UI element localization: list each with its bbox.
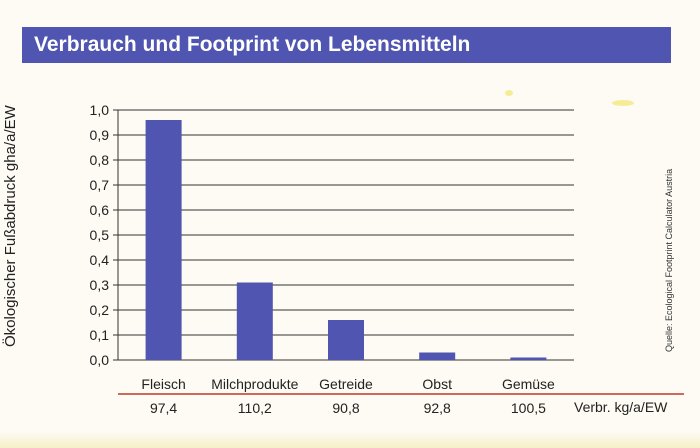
consumption-value: 100,5 xyxy=(511,400,546,416)
y-tick-label: 0,5 xyxy=(90,227,110,243)
consumption-unit-label: Verbr. kg/a/EW xyxy=(574,399,668,415)
y-tick-label: 1,0 xyxy=(90,102,110,118)
y-tick-label: 0,3 xyxy=(90,277,110,293)
category-label: Gemüse xyxy=(502,376,555,392)
y-tick-label: 0,0 xyxy=(90,352,110,368)
bar xyxy=(510,357,547,360)
y-tick-label: 0,6 xyxy=(90,202,110,218)
bar xyxy=(145,120,182,360)
y-tick-label: 0,7 xyxy=(90,177,110,193)
bar xyxy=(328,320,364,360)
consumption-value: 92,8 xyxy=(424,400,451,416)
consumption-value: 90,8 xyxy=(332,400,359,416)
consumption-value: 97,4 xyxy=(150,400,177,416)
category-label: Obst xyxy=(422,376,452,392)
y-tick-label: 0,2 xyxy=(90,302,110,318)
y-tick-label: 0,8 xyxy=(90,152,110,168)
category-label: Milchprodukte xyxy=(211,376,298,392)
bar xyxy=(236,282,273,360)
y-tick-label: 0,1 xyxy=(90,327,110,343)
paper-speck xyxy=(505,90,513,96)
bar xyxy=(419,352,456,360)
chart-title: Verbrauch und Footprint von Lebensmittel… xyxy=(22,27,671,63)
y-tick-label: 0,9 xyxy=(90,127,110,143)
category-label: Fleisch xyxy=(141,376,185,392)
paper-speck xyxy=(612,100,634,106)
category-label: Getreide xyxy=(319,376,373,392)
bottom-band xyxy=(0,432,700,448)
y-tick-label: 0,4 xyxy=(90,252,110,268)
consumption-value: 110,2 xyxy=(238,400,272,416)
